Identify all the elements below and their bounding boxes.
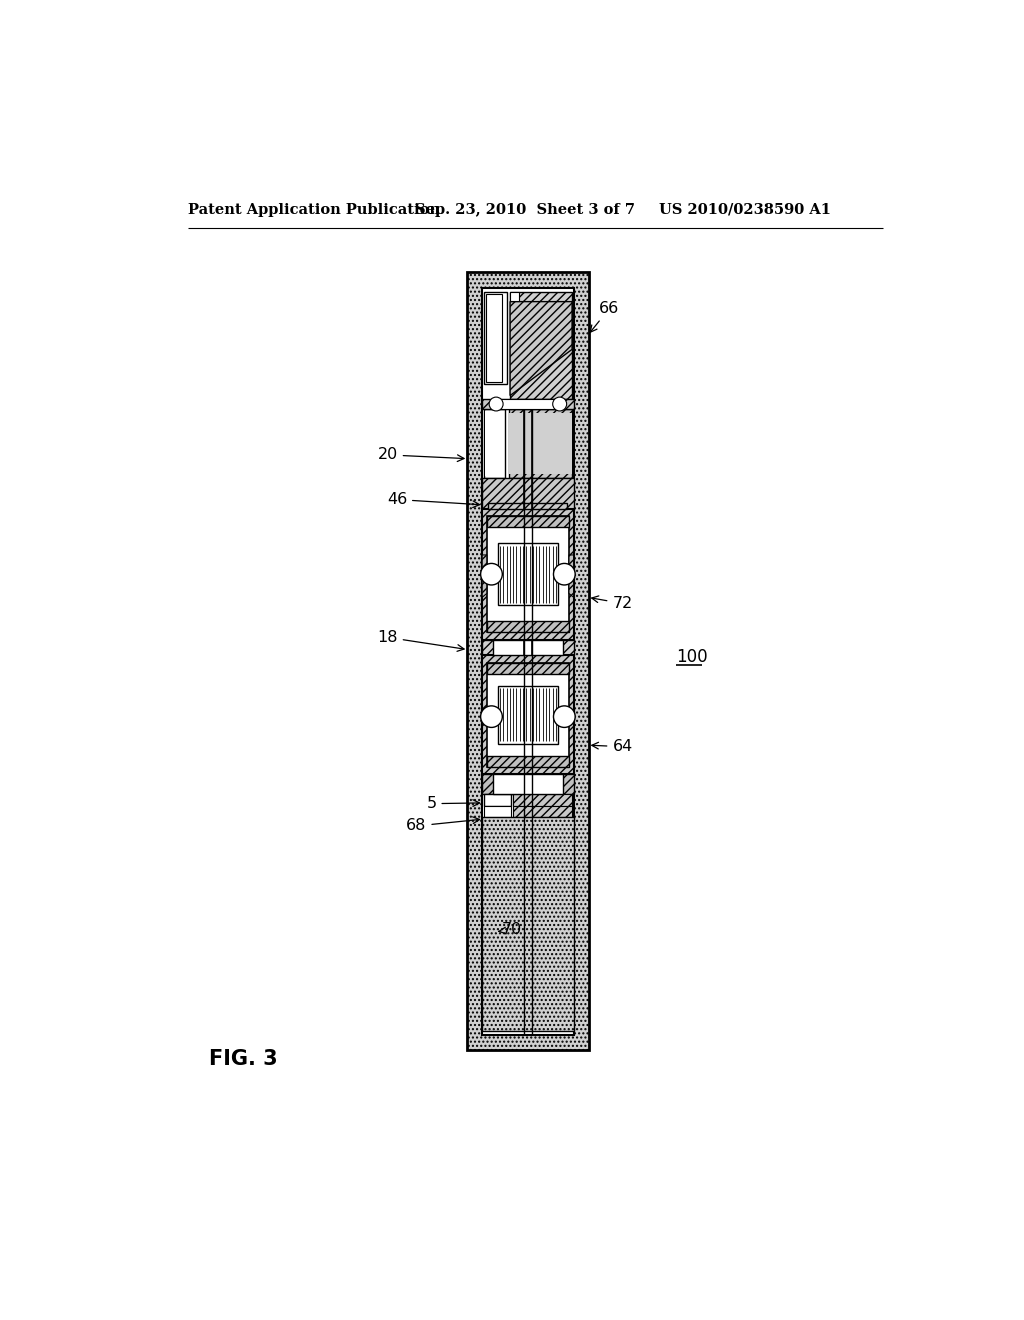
Bar (486, 622, 569, 632)
Bar (483, 807, 511, 817)
Text: 64: 64 (592, 739, 633, 754)
Text: 66: 66 (590, 301, 620, 333)
Text: Patent Application Publication: Patent Application Publication (188, 203, 440, 216)
Bar (482, 775, 573, 793)
Circle shape (480, 564, 503, 585)
Bar (467, 272, 589, 1051)
Bar (498, 686, 558, 743)
Bar (483, 409, 506, 478)
Text: 68: 68 (406, 817, 479, 833)
Bar (493, 775, 563, 793)
Bar (492, 400, 564, 409)
Text: 100: 100 (676, 648, 708, 667)
Polygon shape (482, 554, 486, 597)
Bar (482, 655, 573, 775)
Circle shape (553, 397, 566, 411)
Text: 70: 70 (499, 923, 522, 937)
Bar (488, 503, 567, 508)
Bar (509, 409, 572, 478)
Bar (486, 663, 569, 767)
Bar (486, 663, 569, 673)
Text: 18: 18 (377, 630, 464, 651)
Text: 5: 5 (426, 796, 479, 812)
Text: 20: 20 (378, 447, 464, 462)
Circle shape (480, 706, 503, 727)
Polygon shape (569, 554, 573, 597)
Polygon shape (510, 302, 572, 396)
Bar (513, 793, 572, 807)
Bar (498, 544, 558, 605)
Text: Sep. 23, 2010  Sheet 3 of 7: Sep. 23, 2010 Sheet 3 of 7 (415, 203, 635, 216)
Bar (486, 516, 569, 527)
Text: 72: 72 (592, 595, 633, 611)
Text: 46: 46 (387, 492, 479, 508)
Circle shape (489, 397, 503, 411)
Circle shape (554, 564, 575, 585)
Bar (482, 640, 573, 655)
Bar (493, 640, 563, 655)
Bar (486, 516, 569, 632)
Bar (486, 756, 569, 767)
Bar (482, 400, 573, 409)
Bar (482, 817, 573, 1031)
Text: US 2010/0238590 A1: US 2010/0238590 A1 (658, 203, 830, 216)
Bar (510, 292, 572, 400)
Bar (482, 288, 573, 1035)
Bar (485, 411, 503, 475)
Bar (482, 508, 573, 640)
Bar (483, 292, 507, 384)
Polygon shape (482, 478, 573, 508)
Circle shape (554, 706, 575, 727)
Bar (486, 294, 502, 381)
Bar (513, 807, 572, 817)
Text: FIG. 3: FIG. 3 (209, 1049, 278, 1069)
Bar (483, 793, 511, 807)
Bar (510, 292, 519, 301)
Bar (509, 412, 572, 474)
